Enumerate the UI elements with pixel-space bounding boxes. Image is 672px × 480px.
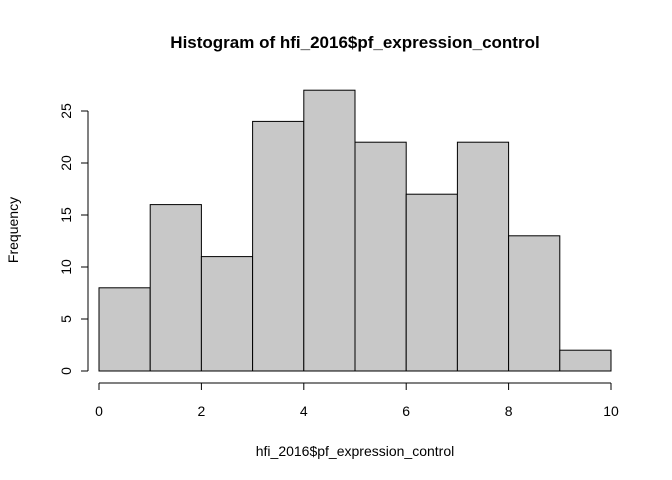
y-axis: 0 5 10 15 20 25 [58, 103, 89, 375]
x-tick-label-3: 6 [402, 403, 410, 419]
x-axis: 0 2 4 6 8 10 [95, 382, 619, 419]
bars-group [98, 89, 612, 372]
histogram-bar-4 [303, 89, 356, 372]
x-tick-label-2: 4 [300, 403, 308, 419]
x-axis-label: hfi_2016$pf_expression_control [256, 443, 454, 459]
histogram-bar-0 [98, 287, 151, 372]
x-tick-label-5: 10 [603, 403, 619, 419]
y-tick-label-0: 0 [58, 367, 74, 375]
chart-title: Histogram of hfi_2016$pf_expression_cont… [170, 33, 539, 52]
y-tick-label-4: 20 [58, 155, 74, 171]
histogram-bar-7 [456, 141, 510, 372]
histogram-bar-6 [405, 193, 458, 372]
histogram-bar-8 [508, 235, 561, 372]
y-tick-label-2: 10 [58, 259, 74, 275]
y-tick-label-3: 15 [58, 207, 74, 223]
y-tick-label-1: 5 [58, 315, 74, 323]
y-axis-label: Frequency [5, 197, 21, 263]
histogram-bar-5 [354, 141, 407, 372]
histogram-bar-2 [200, 256, 254, 372]
x-tick-label-0: 0 [95, 403, 103, 419]
x-tick-label-4: 8 [505, 403, 513, 419]
x-tick-label-1: 2 [198, 403, 206, 419]
histogram-bar-3 [252, 120, 305, 372]
histogram-bar-1 [149, 204, 202, 372]
y-tick-label-5: 25 [58, 103, 74, 119]
histogram-bar-9 [559, 349, 612, 372]
